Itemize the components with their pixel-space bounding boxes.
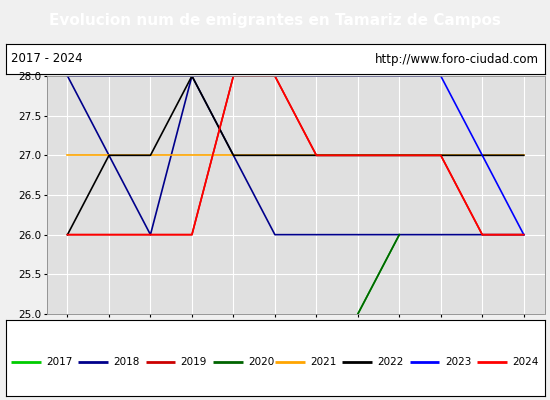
Text: http://www.foro-ciudad.com: http://www.foro-ciudad.com <box>375 52 539 66</box>
Text: 2018: 2018 <box>113 357 140 367</box>
Text: 2022: 2022 <box>377 357 404 367</box>
Text: 2017: 2017 <box>46 357 72 367</box>
Text: 2021: 2021 <box>310 357 337 367</box>
Text: 2017 - 2024: 2017 - 2024 <box>11 52 82 66</box>
Text: 2020: 2020 <box>248 357 274 367</box>
Text: Evolucion num de emigrantes en Tamariz de Campos: Evolucion num de emigrantes en Tamariz d… <box>49 14 501 28</box>
Text: 2024: 2024 <box>512 357 538 367</box>
Text: 2019: 2019 <box>180 357 207 367</box>
Text: 2023: 2023 <box>445 357 471 367</box>
